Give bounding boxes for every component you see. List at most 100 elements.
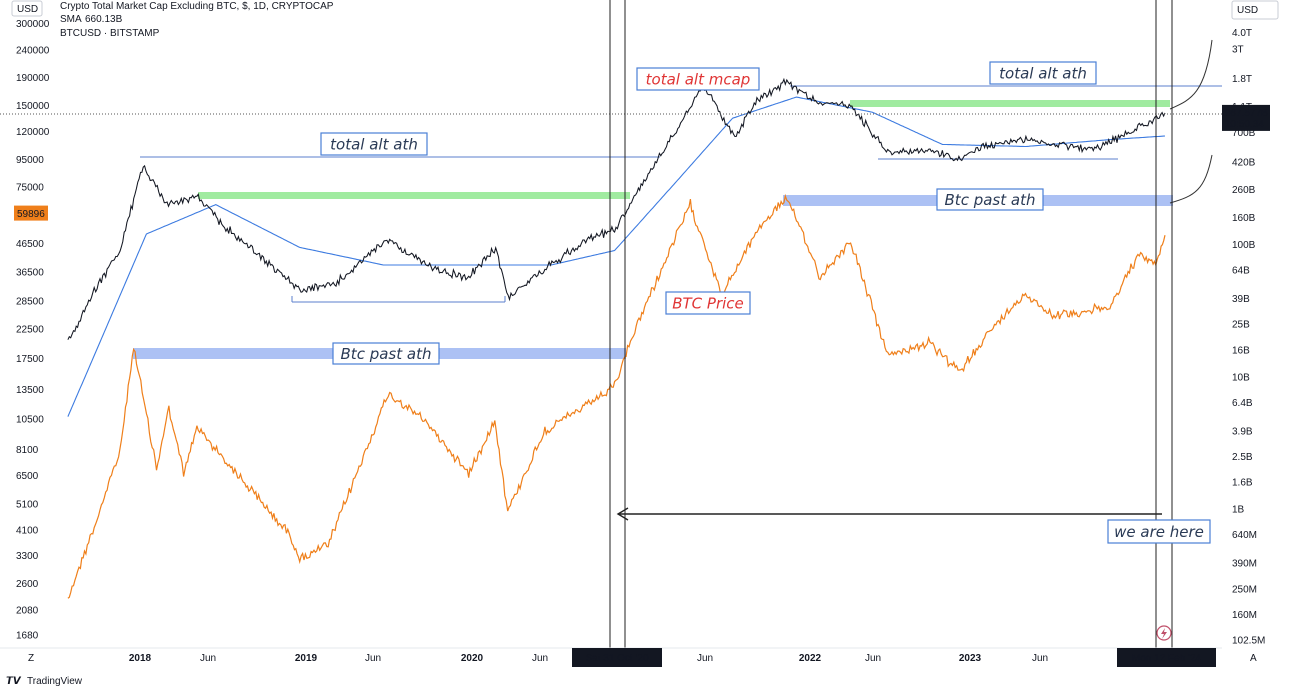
left-axis-label: 190000 [16,73,50,84]
x-axis-tick-label: Jun [365,653,381,664]
legend-sma-label: SMA [60,14,82,25]
btc-past-ath-annotation-2-box [936,188,1044,211]
left-axis-label: 95000 [16,155,44,166]
right-axis-label: 3T [1232,45,1244,56]
total-alt-mcap-annotation[interactable]: total alt mcap [636,67,760,91]
left-axis-label: 120000 [16,127,50,138]
right-axis-label: 160B [1232,213,1256,224]
left-axis-label: 240000 [16,46,50,57]
left-axis-label: 2080 [16,605,39,616]
right-axis-label: 160M [1232,610,1257,621]
right-price-tag-box [1222,104,1270,131]
x-axis-tick-label: Jun [1032,653,1048,664]
right-axis-label: 25B [1232,320,1250,331]
x-axis-tick-label: Jun [697,653,713,664]
left-axis-label: 4100 [16,525,39,536]
right-price-tag-value: 987.577B [1225,108,1268,119]
left-axis-label: 5100 [16,500,39,511]
left-price-tag: 59896 [17,209,45,220]
left-axis-label: 17500 [16,354,44,365]
alt-ath-band-1 [198,192,630,199]
x-axis-tick-label: 2018 [129,653,152,664]
btc-past-ath-annotation-2-text: Btc past ath [945,191,1036,209]
right-axis-label: 700B [1232,128,1256,139]
btc-past-ath-annotation-2[interactable]: Btc past ath [936,188,1044,211]
right-axis-label: 102.5M [1232,636,1265,647]
crosshair-date-label: Sat 31 Oct '20 [585,653,648,664]
btc-past-ath-annotation-1[interactable]: Btc past ath [332,342,440,365]
legend-title: Crypto Total Market Cap Excluding BTC, $… [60,1,334,12]
total-alt-ath-annotation-2-text: total alt ath [999,64,1087,82]
right-axis-label: 100B [1232,240,1256,251]
total-alt-ath-annotation-2[interactable]: total alt ath [989,61,1097,85]
right-axis-label: 1.6B [1232,478,1253,489]
left-axis-label: 46500 [16,239,44,250]
x-axis-tick-label: 2019 [295,653,318,664]
btc-projection-curve [1169,154,1213,204]
crosshair-date-box [572,648,662,667]
btc-past-ath-annotation-1-box [332,342,440,365]
footer-bar [0,668,1292,688]
left-axis-label: 3300 [16,551,39,562]
timezone-button: Z [28,653,34,664]
x-axis-tick-label: 2023 [959,653,982,664]
total-alt-ath-annotation-1[interactable]: total alt ath [320,132,428,156]
x-axis-tick-label: Jun [200,653,216,664]
left-axis-label: 28500 [16,297,44,308]
crosshair-date-label: Mon 12 Feb '24 [1132,653,1202,664]
left-axis-label: 150000 [16,101,50,112]
right-axis-label: 1.8T [1232,74,1252,85]
left-axis-label: 13500 [16,385,44,396]
total-alt-ath-annotation-1-box [320,132,428,156]
total-alt-mcap-annotation-text: total alt mcap [646,70,751,88]
tradingview-watermark: TradingView [27,676,83,687]
legend-btc-series: BTCUSD · BITSTAMP [60,28,160,39]
left-axis-label: 22500 [16,325,44,336]
timespan-arrow-head [616,507,629,521]
left-axis-label: 8100 [16,445,39,456]
x-axis-tick-label: Jun [865,653,881,664]
right-axis-label: 39B [1232,294,1250,305]
legend-sma-value: 660.13B [85,14,123,25]
currency-right-label: USD [1237,5,1258,16]
right-axis-label: 4.0T [1232,28,1252,39]
we-are-here-annotation-box [1107,519,1211,544]
right-axis-label: 420B [1232,158,1256,169]
lightning-icon-glyph [1161,628,1167,639]
right-axis-label: 390M [1232,559,1257,570]
x-axis-tick-label: 2022 [799,653,822,664]
left-axis-label: 6500 [16,471,39,482]
we-are-here-annotation-text: we are here [1114,523,1204,541]
auto-scale-button: A [1250,653,1257,664]
btc-price-line [67,193,1166,599]
total-alt-mcap-annotation-box [636,67,760,91]
right-axis-label: 640M [1232,530,1257,541]
alt-mcap-line [67,77,1166,340]
right-axis-label: 260B [1232,185,1256,196]
btc-price-annotation[interactable]: BTC Price [665,291,751,315]
right-axis-label: 3.9B [1232,426,1253,437]
left-axis-label: 2600 [16,579,39,590]
right-axis-label: 250M [1232,584,1257,595]
currency-left-label: USD [17,4,38,15]
left-axis-label: 75000 [16,183,44,194]
right-price-tag-time: 10:50:34 [1225,119,1264,130]
right-axis-label: 6.4B [1232,398,1253,409]
total-alt-ath-annotation-1-text: total alt ath [330,135,418,153]
right-axis-label: 16B [1232,345,1250,356]
currency-left-box [11,0,43,17]
btc-past-ath-annotation-1-text: Btc past ath [341,345,432,363]
right-axis-label: 10B [1232,372,1250,383]
btc-price-annotation-text: BTC Price [672,294,744,312]
left-axis-label: 1680 [16,631,39,642]
total-alt-ath-annotation-2-box [989,61,1097,85]
crosshair-date-box [1117,648,1216,667]
alt-ath-band-2 [850,100,1170,107]
alt-projection-curve [1169,39,1213,110]
left-axis-label: 300000 [16,19,50,30]
we-are-here-annotation[interactable]: we are here [1107,519,1211,544]
currency-right-box [1231,0,1279,20]
